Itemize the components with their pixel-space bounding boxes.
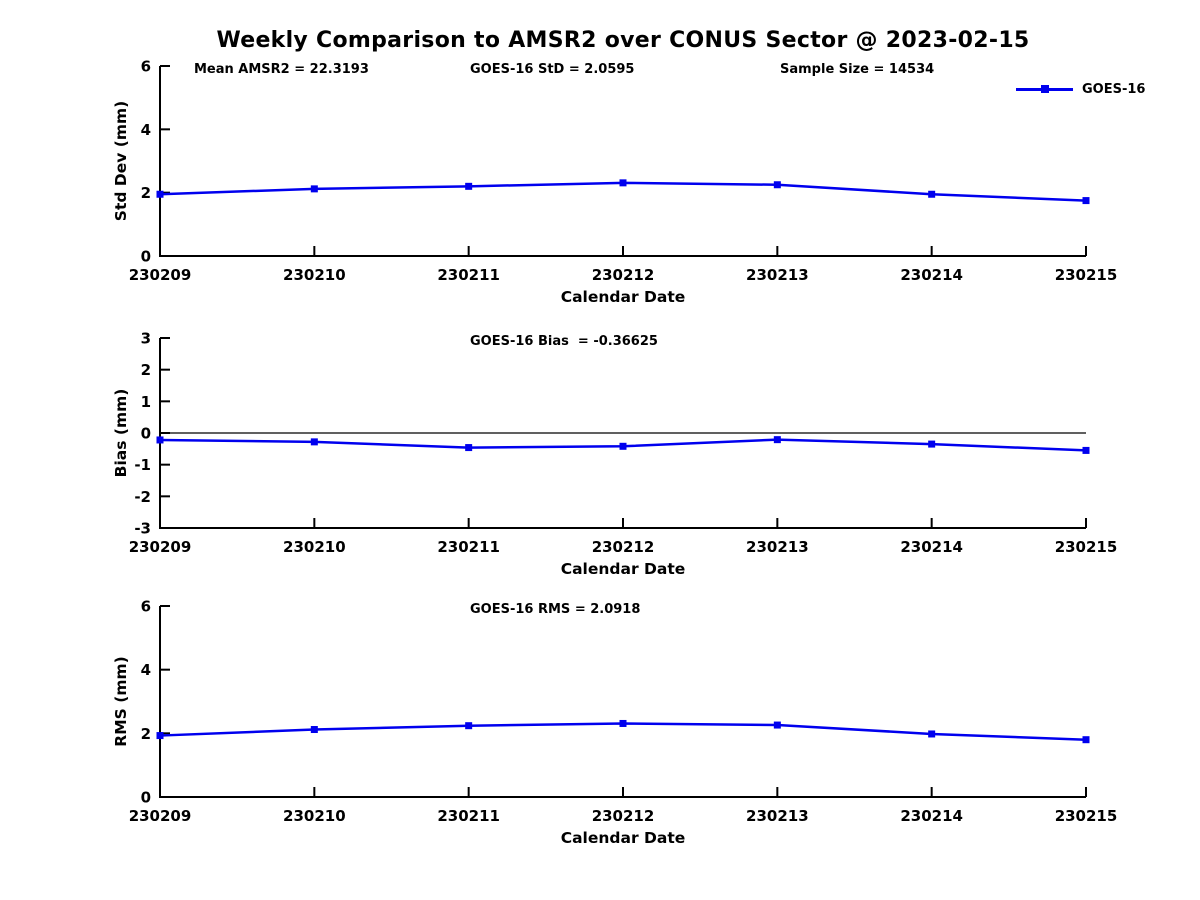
x-tick-label: 230211 (437, 538, 500, 556)
x-axis-label: Calendar Date (561, 829, 686, 847)
x-tick-label: 230209 (129, 538, 192, 556)
y-tick-label: 0 (141, 789, 151, 807)
x-tick-label: 230212 (592, 266, 655, 284)
x-tick-label: 230215 (1055, 538, 1118, 556)
data-point (465, 444, 473, 452)
x-tick-label: 230210 (283, 266, 346, 284)
x-tick-label: 230212 (592, 807, 655, 825)
x-tick-label: 230214 (900, 266, 963, 284)
y-tick-label: 4 (141, 661, 151, 679)
annotation: Sample Size = 14534 (780, 62, 934, 77)
data-point (465, 722, 473, 730)
y-tick-label: -2 (134, 488, 151, 506)
legend-line-sample (1016, 85, 1073, 93)
x-tick-label: 230214 (900, 807, 963, 825)
y-axis-label: Bias (mm) (112, 389, 130, 478)
x-tick-label: 230209 (129, 807, 192, 825)
legend-label: GOES-16 (1082, 81, 1146, 97)
y-tick-label: 2 (141, 361, 151, 379)
x-tick-label: 230213 (746, 807, 809, 825)
data-point (773, 436, 781, 444)
y-axis-label: RMS (mm) (112, 656, 130, 746)
y-tick-label: 3 (141, 330, 151, 348)
data-point (310, 438, 318, 446)
x-tick-label: 230213 (746, 538, 809, 556)
annotation: GOES-16 StD = 2.0595 (470, 62, 634, 77)
data-point (773, 721, 781, 729)
data-point (1082, 736, 1090, 744)
data-point (1082, 197, 1090, 205)
data-point (619, 442, 627, 450)
legend-square-marker-icon (1040, 85, 1049, 93)
y-tick-label: -3 (134, 520, 151, 538)
annotation: Mean AMSR2 = 22.3193 (194, 62, 369, 77)
y-tick-label: 2 (141, 725, 151, 743)
x-tick-label: 230213 (746, 266, 809, 284)
y-tick-label: 4 (141, 121, 151, 139)
data-point (465, 182, 473, 190)
data-point (156, 436, 164, 444)
x-tick-label: 230211 (437, 807, 500, 825)
y-tick-label: 0 (141, 248, 151, 266)
x-tick-label: 230210 (283, 807, 346, 825)
y-axis-label: Std Dev (mm) (112, 101, 130, 221)
data-point (928, 730, 936, 738)
data-point (156, 190, 164, 198)
x-tick-label: 230212 (592, 538, 655, 556)
data-point (310, 185, 318, 193)
data-point (619, 179, 627, 187)
x-axis-label: Calendar Date (561, 560, 686, 578)
subplot-1: 0 2 4 6 230209 230210 230211 230212 230213 230214… (112, 58, 1117, 307)
x-tick-label: 230214 (900, 538, 963, 556)
x-tick-label: 230210 (283, 538, 346, 556)
x-tick-label: 230215 (1055, 266, 1118, 284)
y-tick-label: 0 (141, 425, 151, 443)
y-tick-label: 6 (141, 58, 151, 76)
chart-title: Weekly Comparison to AMSR2 over CONUS Se… (216, 28, 1030, 53)
data-point (156, 732, 164, 740)
data-point (928, 440, 936, 448)
annotation: GOES-16 RMS = 2.0918 (470, 602, 640, 617)
y-tick-label: -1 (134, 456, 151, 474)
x-tick-label: 230215 (1055, 807, 1118, 825)
y-tick-label: 2 (141, 184, 151, 202)
data-point (773, 181, 781, 189)
subplot-3: 0 2 4 6 230209 230210 230211 230212 230213 230214… (112, 598, 1117, 848)
data-point (310, 726, 318, 734)
y-tick-label: 1 (141, 393, 151, 411)
legend: GOES-16 (1016, 81, 1146, 97)
annotation: GOES-16 Bias = -0.36625 (470, 334, 658, 349)
data-point (619, 719, 627, 727)
x-tick-label: 230209 (129, 266, 192, 284)
y-tick-label: 6 (141, 598, 151, 616)
data-point (928, 190, 936, 198)
x-axis-label: Calendar Date (561, 288, 686, 306)
data-point (1082, 446, 1090, 454)
x-tick-label: 230211 (437, 266, 500, 284)
